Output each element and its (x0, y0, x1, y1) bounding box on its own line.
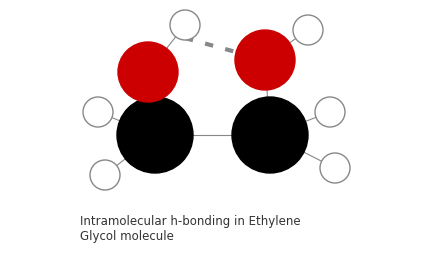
Text: Intramolecular h-bonding in Ethylene
Glycol molecule: Intramolecular h-bonding in Ethylene Gly… (80, 215, 301, 243)
Circle shape (320, 153, 350, 183)
Circle shape (315, 97, 345, 127)
Circle shape (90, 160, 120, 190)
Circle shape (293, 15, 323, 45)
Circle shape (235, 30, 295, 90)
Circle shape (232, 97, 308, 173)
Circle shape (118, 42, 178, 102)
Circle shape (170, 10, 200, 40)
Circle shape (117, 97, 193, 173)
Circle shape (83, 97, 113, 127)
